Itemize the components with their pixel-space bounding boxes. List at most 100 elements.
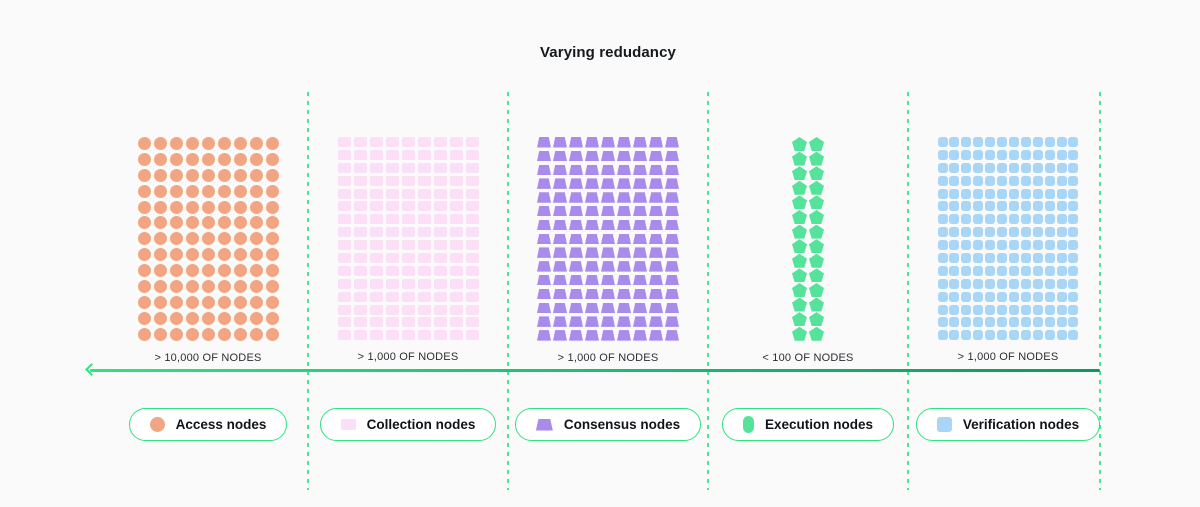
collection-node-shape bbox=[449, 265, 463, 276]
consensus-node-shape bbox=[585, 302, 599, 314]
access-node-shape bbox=[185, 248, 199, 262]
consensus-node-shape bbox=[569, 233, 583, 245]
execution-node-shape bbox=[809, 166, 824, 181]
collection-node-shape bbox=[433, 317, 447, 328]
consensus-node-shape bbox=[601, 150, 615, 162]
verification-node-shape bbox=[1008, 304, 1019, 315]
verification-node-shape bbox=[1008, 253, 1019, 264]
consensus-node-shape bbox=[633, 316, 647, 327]
consensus-node-shape bbox=[569, 192, 583, 203]
execution-node-shape bbox=[809, 297, 824, 312]
verification-node-shape bbox=[961, 278, 972, 289]
verification-node-shape bbox=[1056, 175, 1067, 186]
consensus-node-shape bbox=[665, 302, 679, 314]
collection-node-shape bbox=[465, 175, 479, 186]
legend-cell: Execution nodes bbox=[708, 408, 908, 441]
access-node-shape bbox=[233, 264, 247, 278]
verification-node-shape bbox=[1068, 149, 1079, 160]
consensus-node-shape bbox=[617, 261, 631, 272]
verification-node-shape bbox=[949, 137, 960, 147]
legend-pill-collection[interactable]: Collection nodes bbox=[319, 408, 497, 441]
consensus-node-shape bbox=[585, 150, 599, 162]
access-node-shape bbox=[249, 280, 263, 294]
collection-node-shape bbox=[385, 149, 399, 160]
access-node-shape bbox=[137, 295, 151, 309]
access-node-shape bbox=[169, 168, 183, 182]
verification-node-shape bbox=[1056, 291, 1067, 302]
verification-node-shape bbox=[1044, 330, 1055, 341]
section-divider-4 bbox=[907, 92, 909, 490]
verification-node-shape bbox=[1020, 149, 1031, 160]
access-node-shape bbox=[201, 168, 215, 182]
access-node-shape bbox=[233, 248, 247, 262]
consensus-node-shape bbox=[569, 219, 583, 231]
legend-pill-verification[interactable]: Verification nodes bbox=[915, 408, 1101, 441]
collection-node-shape bbox=[337, 162, 351, 173]
collection-node-shape bbox=[449, 175, 463, 186]
consensus-node-shape bbox=[537, 192, 551, 203]
access-node-shape bbox=[265, 232, 279, 246]
verification-node-shape bbox=[937, 330, 948, 341]
execution-node-shape bbox=[792, 312, 807, 327]
consensus-node-shape bbox=[665, 288, 679, 300]
consensus-node-shape bbox=[569, 164, 583, 176]
collection-node-shape bbox=[353, 214, 367, 225]
collection-node-shape bbox=[465, 188, 479, 199]
access-node-shape bbox=[137, 311, 151, 325]
verification-node-shape bbox=[1068, 291, 1079, 302]
collection-node-shape bbox=[385, 227, 399, 238]
collection-node-shape bbox=[417, 304, 431, 315]
verification-node-shape bbox=[1056, 188, 1067, 199]
verification-node-shape bbox=[949, 330, 960, 341]
access-node-shape bbox=[153, 184, 167, 198]
consensus-node-shape bbox=[665, 192, 679, 203]
collection-node-shape bbox=[465, 149, 479, 160]
verification-node-shape bbox=[1020, 214, 1031, 225]
collection-node-shape bbox=[401, 188, 415, 199]
collection-node-shape bbox=[401, 137, 415, 147]
legend-label-verification: Verification nodes bbox=[962, 417, 1080, 432]
verification-node-shape bbox=[1068, 175, 1079, 186]
consensus-node-shape bbox=[633, 288, 647, 300]
consensus-node-shape bbox=[569, 302, 583, 314]
verification-node-shape bbox=[1020, 265, 1031, 276]
legend-pill-consensus[interactable]: Consensus nodes bbox=[514, 408, 702, 441]
access-node-shape bbox=[265, 216, 279, 230]
consensus-node-shape bbox=[553, 302, 567, 314]
verification-node-shape bbox=[1020, 188, 1031, 199]
verification-node-shape bbox=[1032, 317, 1043, 328]
consensus-node-shape bbox=[617, 288, 631, 300]
consensus-node-shape bbox=[601, 316, 615, 327]
access-node-shape bbox=[201, 152, 215, 166]
legend-pill-execution[interactable]: Execution nodes bbox=[721, 408, 895, 441]
verification-node-shape bbox=[1020, 317, 1031, 328]
verification-node-shape bbox=[973, 149, 984, 160]
access-node-shape bbox=[217, 152, 231, 166]
verification-node-shape bbox=[1032, 214, 1043, 225]
access-node-shape bbox=[153, 200, 167, 214]
access-node-shape bbox=[201, 248, 215, 262]
consensus-node-shape bbox=[537, 261, 551, 272]
verification-node-shape bbox=[1044, 162, 1055, 173]
verification-node-shape bbox=[1020, 201, 1031, 212]
verification-node-shape bbox=[1032, 162, 1043, 173]
verification-node-shape bbox=[937, 175, 948, 186]
consensus-node-shape bbox=[649, 330, 663, 341]
collection-node-shape bbox=[353, 304, 367, 315]
section-divider-1 bbox=[307, 92, 309, 490]
verification-node-shape bbox=[937, 149, 948, 160]
verification-node-shape bbox=[973, 253, 984, 264]
section-divider-3 bbox=[707, 92, 709, 490]
consensus-node-shape bbox=[649, 137, 663, 148]
collection-legend-icon bbox=[340, 419, 356, 430]
verification-node-shape bbox=[1056, 214, 1067, 225]
collection-node-shape bbox=[385, 265, 399, 276]
access-node-shape bbox=[201, 264, 215, 278]
verification-node-shape bbox=[1008, 265, 1019, 276]
section-divider-2 bbox=[507, 92, 509, 490]
collection-node-shape bbox=[417, 201, 431, 212]
verification-node-shape bbox=[937, 227, 948, 238]
legend-pill-access[interactable]: Access nodes bbox=[128, 408, 288, 441]
execution-node-shape bbox=[792, 180, 807, 195]
collection-node-shape bbox=[449, 278, 463, 289]
